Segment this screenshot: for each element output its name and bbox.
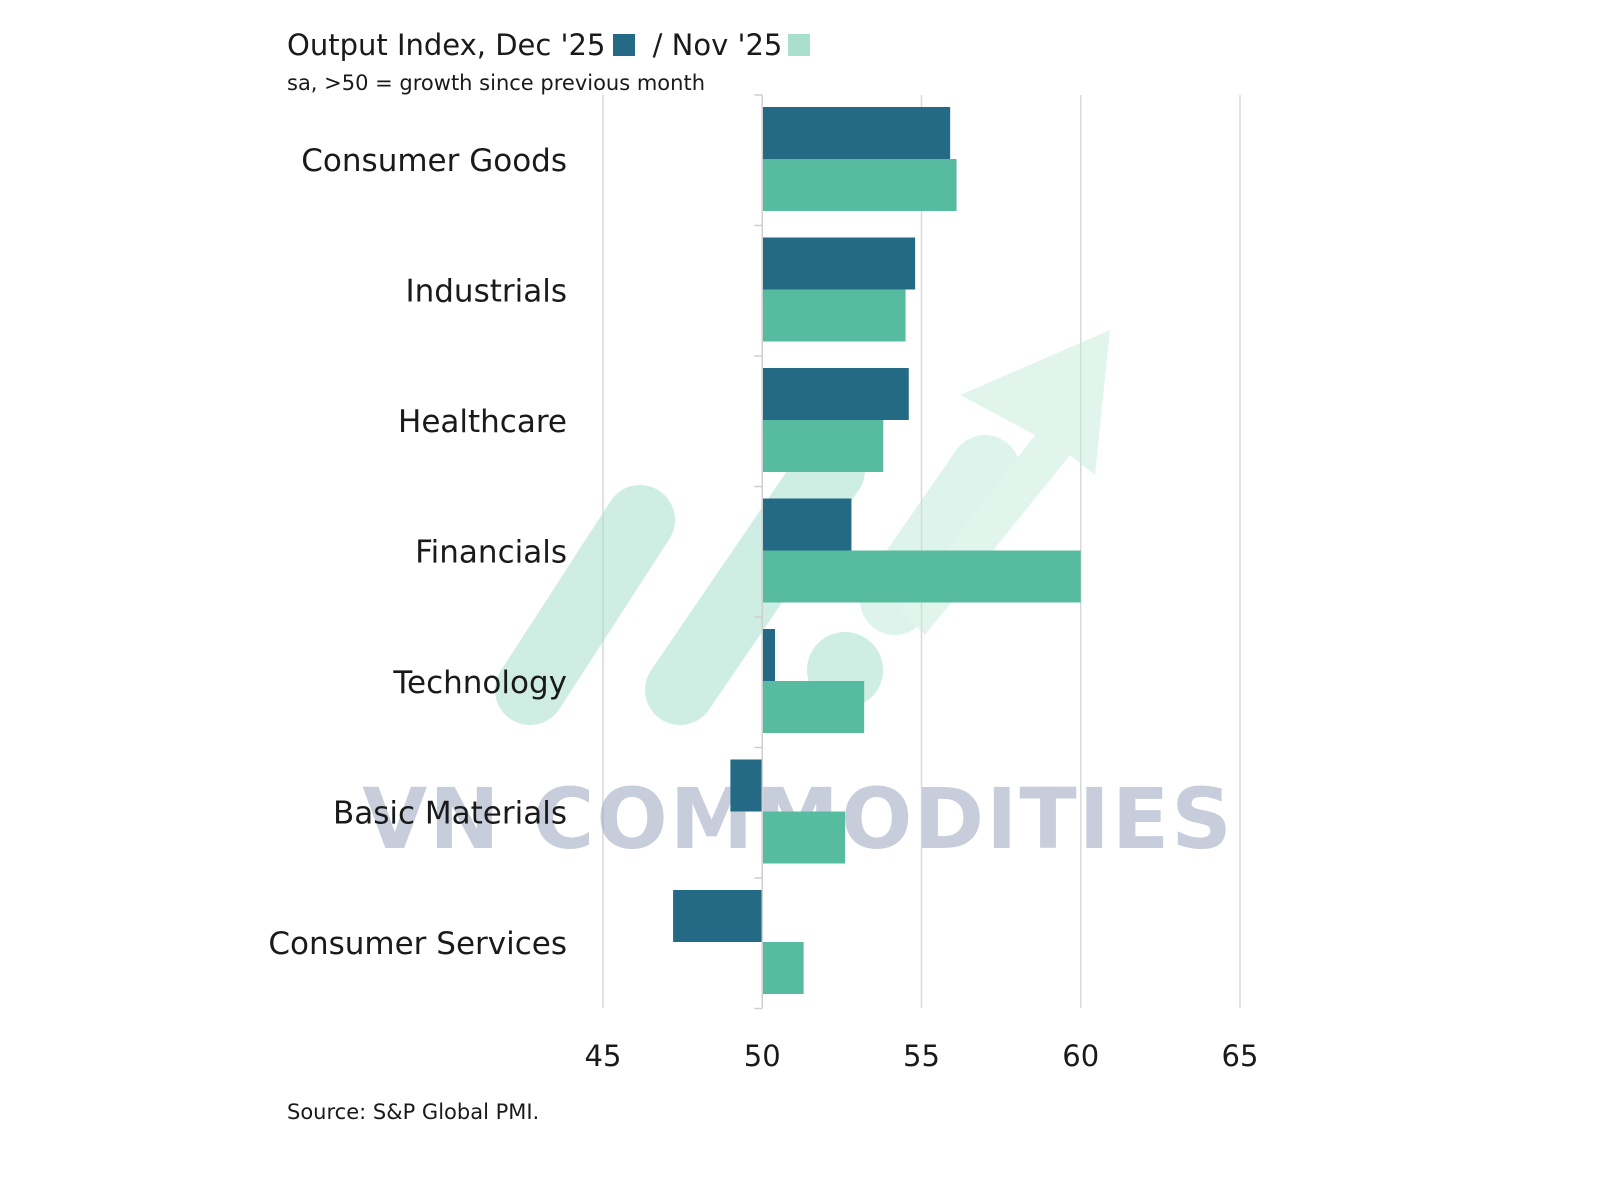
- x-tick-label: 55: [903, 1039, 940, 1073]
- legend-swatch-dec: [613, 34, 636, 56]
- bar-nov: [762, 289, 906, 342]
- category-labels: Consumer Goods Industrials Healthcare Finan…: [268, 143, 567, 962]
- category-label: Basic Materials: [333, 796, 567, 832]
- bar-nov: [762, 420, 884, 472]
- bars: [673, 107, 1081, 994]
- bar-nov: [762, 550, 1081, 603]
- bar-dec: [730, 759, 763, 812]
- category-label: Industrials: [405, 274, 567, 310]
- category-label: Consumer Services: [268, 926, 567, 962]
- x-tick-label: 45: [585, 1039, 622, 1073]
- bar-dec: [762, 107, 951, 159]
- bar-dec: [762, 629, 775, 681]
- category-label: Financials: [415, 535, 567, 571]
- category-label: Healthcare: [398, 404, 567, 440]
- category-label: Technology: [392, 665, 567, 701]
- chart-title-line: Output Index, Dec '25 / Nov '25: [287, 28, 818, 62]
- chart-title: Output Index, Dec '25: [287, 28, 606, 62]
- x-tick-label: 50: [744, 1039, 781, 1073]
- axis: 45 50 55 60 65: [585, 94, 1259, 1073]
- watermark-stroke: [495, 485, 675, 725]
- bar-dec: [762, 368, 909, 420]
- bar-dec: [673, 890, 763, 942]
- chart-source: Source: S&P Global PMI.: [287, 1100, 540, 1124]
- bar-nov: [762, 811, 846, 864]
- legend-label-nov: Nov '25: [671, 28, 783, 62]
- chart-subtitle: sa, >50 = growth since previous month: [287, 71, 706, 95]
- title-separator: /: [643, 28, 672, 62]
- x-tick-label: 60: [1062, 1039, 1099, 1073]
- bar-dec: [762, 237, 916, 290]
- category-label: Consumer Goods: [301, 143, 567, 179]
- x-tick-label: 65: [1222, 1039, 1259, 1073]
- legend-swatch-nov: [788, 34, 811, 56]
- bar-nov: [762, 159, 957, 211]
- bar-dec: [762, 498, 852, 551]
- bar-nov: [762, 681, 865, 733]
- bar-nov: [762, 942, 804, 994]
